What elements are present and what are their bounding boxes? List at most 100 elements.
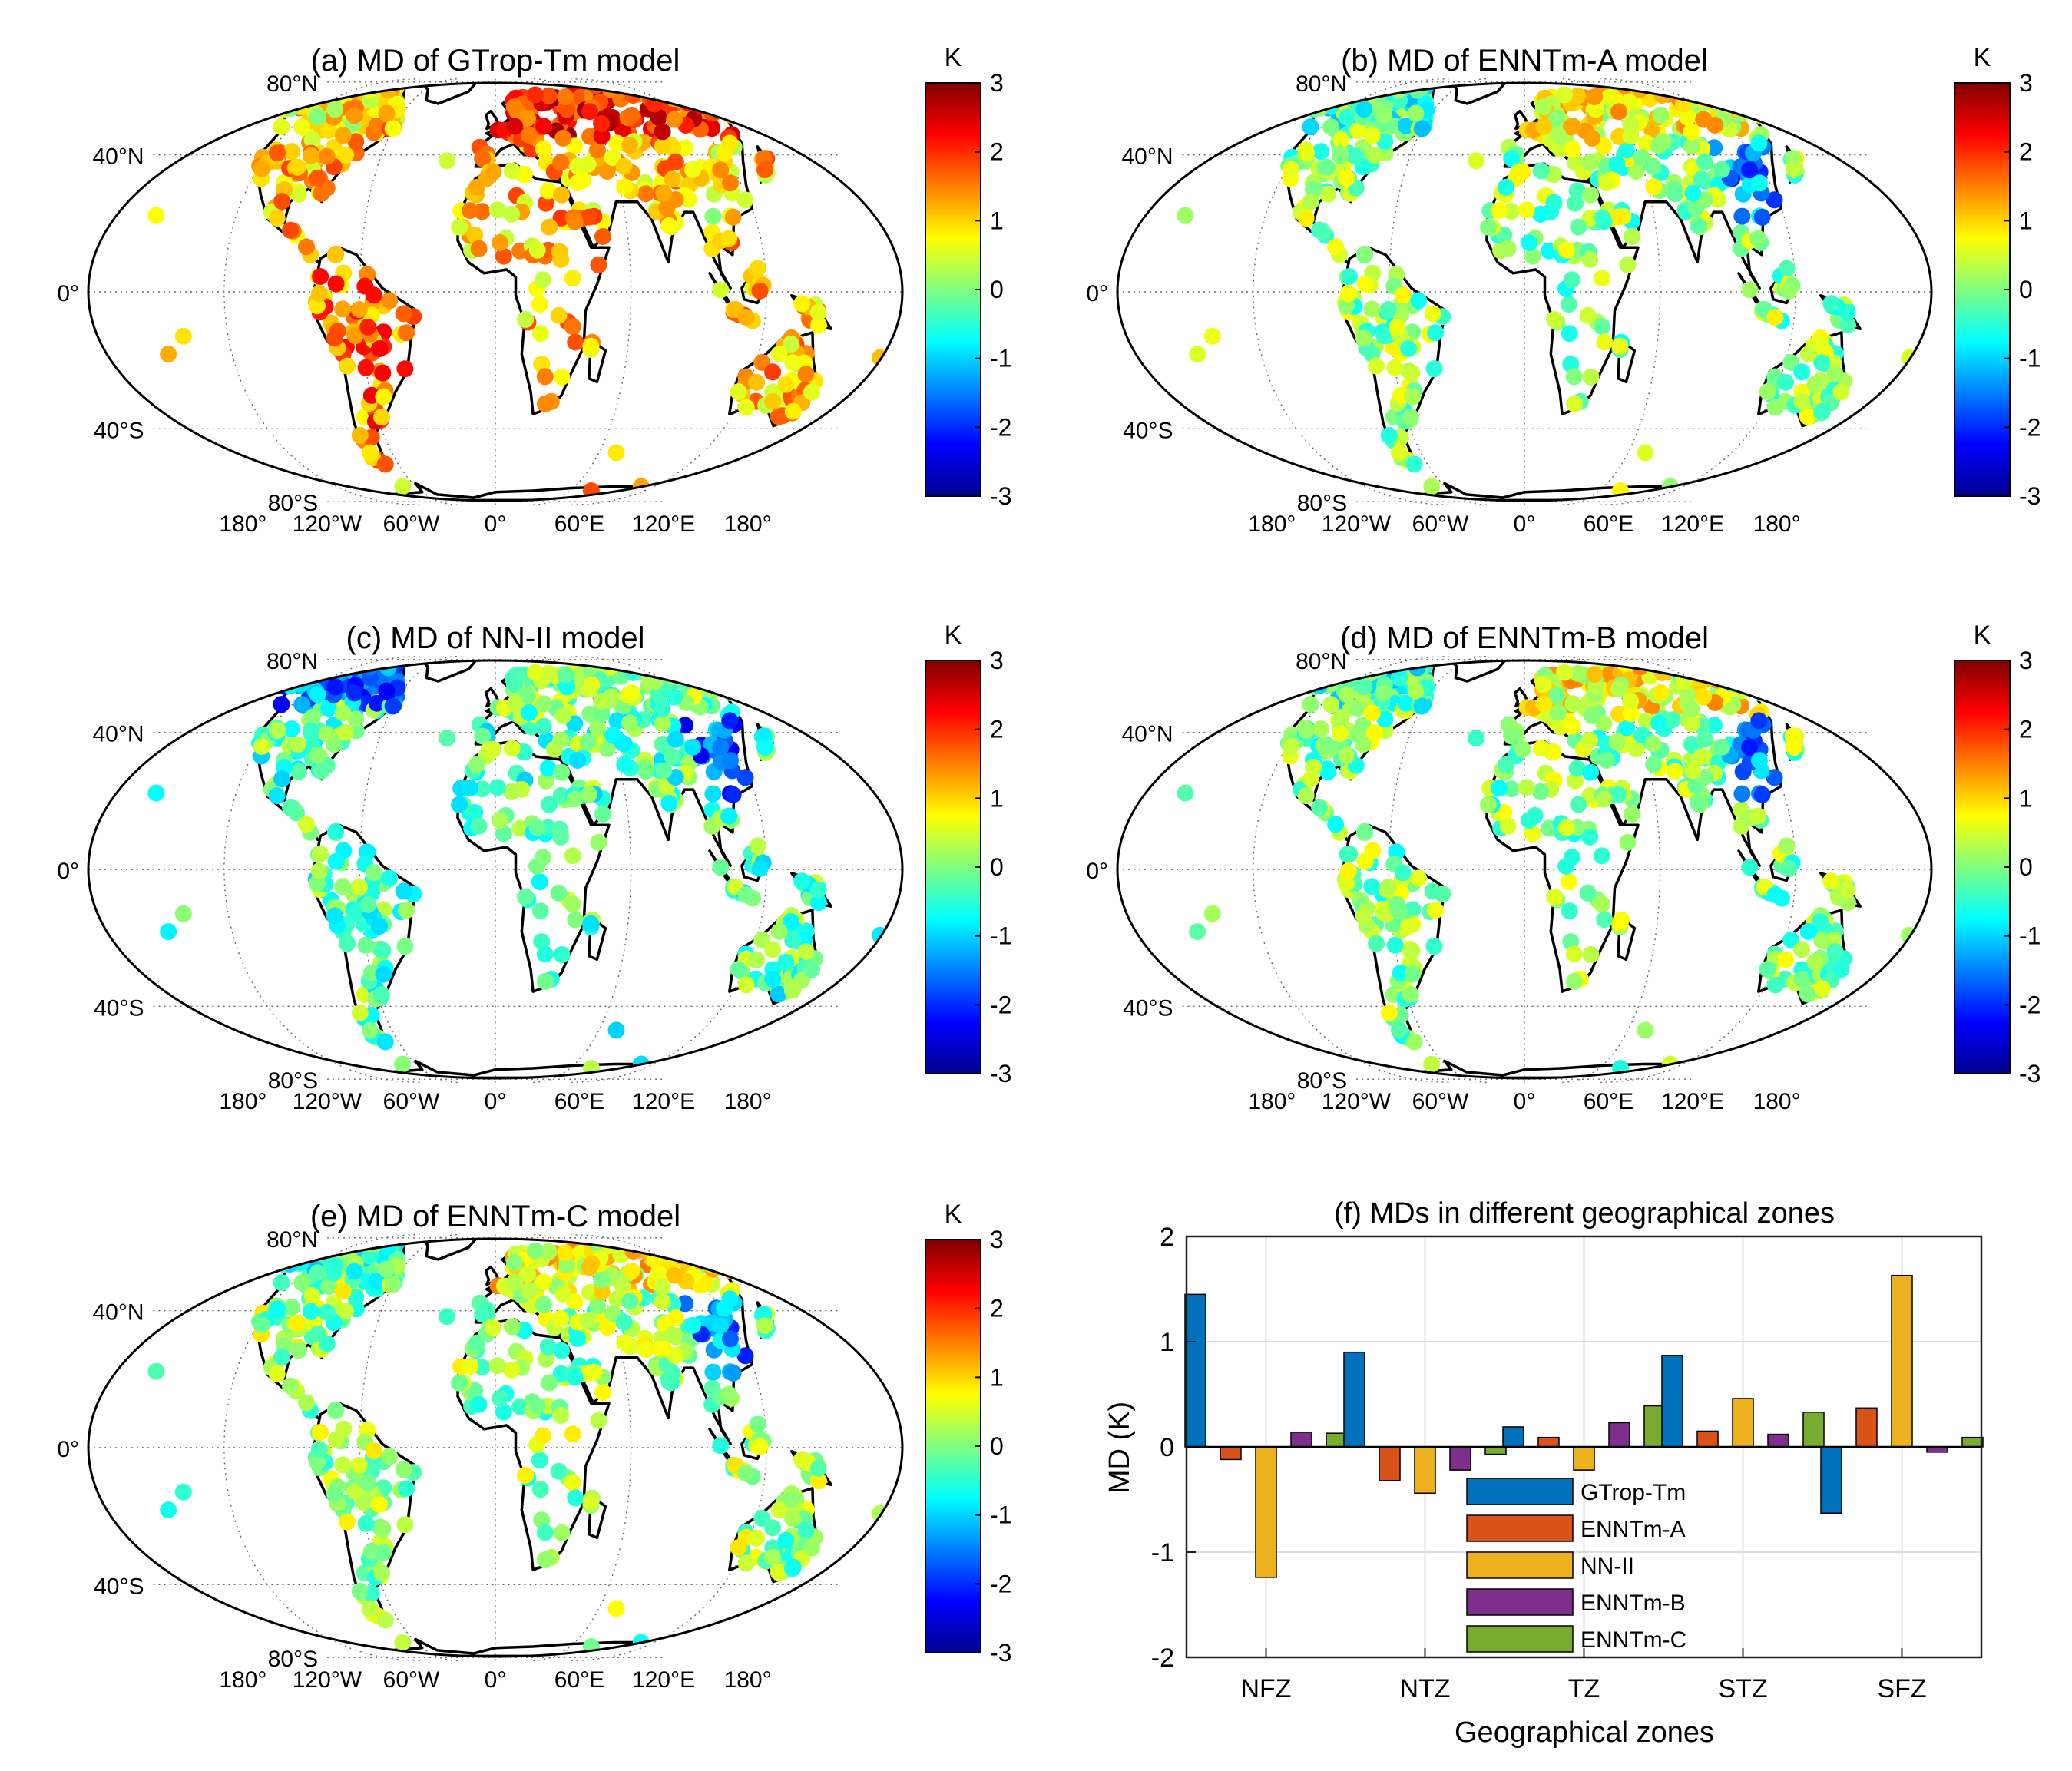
station-point — [378, 104, 396, 122]
chart-legend: GTrop-Tm ENNTm-A NN-II ENNTm-B ENNTm-C — [1466, 1478, 1686, 1653]
station-point — [564, 895, 581, 913]
station-point — [536, 368, 554, 386]
station-point — [712, 1317, 730, 1335]
station-point — [1556, 86, 1573, 104]
station-point — [253, 161, 270, 177]
station-point — [470, 240, 488, 257]
station-point — [320, 700, 338, 717]
station-point — [749, 260, 766, 277]
station-point — [1759, 670, 1777, 688]
station-point — [700, 667, 718, 684]
station-point — [1780, 282, 1798, 300]
station-point — [569, 752, 587, 769]
station-point — [535, 118, 552, 135]
station-point — [553, 186, 571, 204]
colorbar-tick-label: -1 — [990, 345, 1011, 372]
station-point — [527, 664, 544, 681]
colorbar-tick-label: -3 — [990, 482, 1011, 510]
station-point — [488, 1357, 506, 1375]
station-point — [1695, 688, 1713, 706]
station-point — [720, 1385, 738, 1403]
station-point — [581, 705, 599, 723]
station-point — [1177, 207, 1194, 224]
station-point — [539, 760, 557, 777]
station-point — [451, 796, 468, 813]
station-point — [339, 935, 356, 952]
station-point — [361, 1600, 379, 1617]
station-point — [1397, 117, 1415, 134]
station-point — [558, 1256, 576, 1274]
station-point — [293, 1274, 311, 1292]
station-point — [1610, 103, 1627, 121]
station-point — [1548, 687, 1565, 704]
station-point — [770, 1501, 788, 1518]
station-point — [558, 101, 576, 118]
station-point — [1619, 256, 1637, 273]
station-point — [1741, 859, 1759, 876]
station-point — [1610, 680, 1627, 698]
station-point — [725, 99, 743, 117]
station-point — [1622, 693, 1640, 710]
longitude-label: 180° — [1753, 1089, 1801, 1114]
station-point — [1499, 817, 1517, 835]
station-point — [318, 1303, 336, 1321]
station-point — [1701, 478, 1719, 495]
station-point — [174, 327, 192, 345]
colorbar-gradient — [1954, 82, 2011, 497]
longitude-label: 180° — [1248, 1089, 1296, 1114]
station-point — [303, 1287, 321, 1304]
longitude-label: 60°W — [1412, 1089, 1469, 1114]
bar-enntm-a — [1379, 1446, 1401, 1481]
station-point — [1733, 207, 1751, 225]
station-point — [1624, 228, 1640, 245]
station-point — [326, 1256, 344, 1274]
station-point — [1759, 93, 1777, 111]
station-point — [375, 1544, 392, 1561]
station-point — [535, 695, 552, 713]
station-point — [1425, 938, 1443, 955]
station-point — [485, 740, 502, 758]
station-point — [707, 1245, 725, 1263]
station-point — [1413, 120, 1431, 137]
station-point — [519, 687, 536, 704]
longitude-label: 60°W — [1412, 511, 1469, 537]
station-point — [147, 207, 165, 224]
station-point — [637, 1341, 655, 1359]
station-point — [350, 879, 368, 895]
station-point — [579, 733, 597, 750]
station-point — [1822, 872, 1840, 890]
station-point — [1560, 873, 1577, 891]
longitude-label: 180° — [219, 511, 266, 537]
station-point — [664, 1326, 681, 1344]
station-point — [1753, 208, 1771, 226]
station-point — [712, 281, 730, 299]
station-point — [1518, 201, 1535, 219]
station-point — [650, 1264, 667, 1282]
station-point — [470, 817, 488, 835]
station-point — [368, 117, 386, 134]
station-point — [1610, 127, 1628, 145]
station-point — [814, 1574, 831, 1592]
station-point — [553, 1342, 571, 1359]
station-point — [531, 1452, 548, 1469]
station-point — [1347, 725, 1365, 743]
station-point — [677, 717, 694, 734]
bar-enntm-c — [1802, 1412, 1825, 1448]
station-point — [371, 918, 389, 935]
station-point — [535, 717, 552, 735]
station-point — [1596, 911, 1614, 929]
station-point — [1780, 859, 1798, 877]
station-point — [1177, 784, 1194, 802]
station-point — [1622, 115, 1640, 132]
station-point — [1566, 972, 1583, 990]
station-point — [664, 748, 681, 766]
station-point — [723, 98, 740, 115]
station-point — [1297, 210, 1315, 227]
station-point — [751, 1438, 769, 1455]
station-point — [649, 83, 667, 100]
station-point — [528, 819, 546, 836]
station-point — [1741, 161, 1759, 179]
station-point — [1356, 245, 1374, 263]
station-point — [751, 282, 769, 300]
